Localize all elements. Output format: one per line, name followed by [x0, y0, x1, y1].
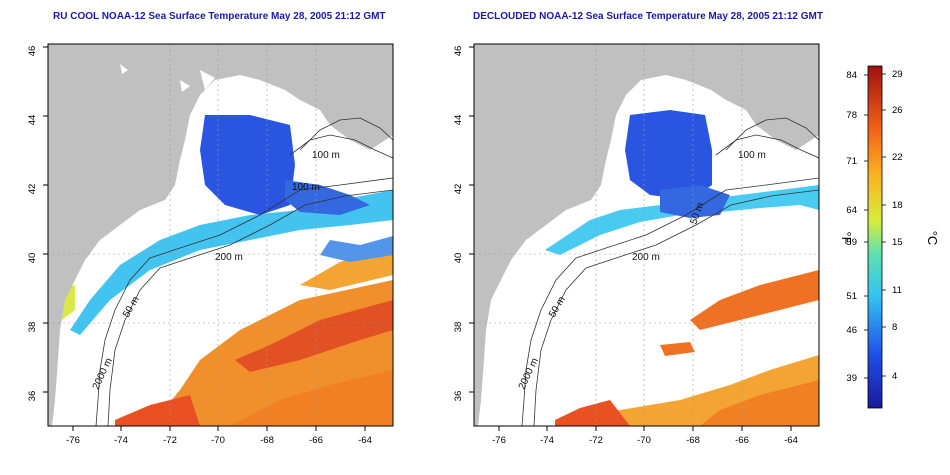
- f-tick-label: 59: [846, 237, 857, 248]
- f-tick-label: 84: [846, 70, 857, 81]
- temperature-colorbar: 84 78 71 64 59 51 46 39 29 26 22 18 15 1…: [839, 65, 940, 409]
- right-y-axis: 46 44 42 40 38 36: [453, 46, 474, 402]
- c-tick-label: 18: [892, 200, 903, 211]
- left-sst-field: [50, 110, 393, 426]
- c-tick-label: 26: [892, 105, 903, 116]
- left-label-100m: 100 m: [312, 150, 340, 161]
- colorbar-gradient: [867, 65, 883, 409]
- right-map-panel: 100 m 50 m 200 m 50 m 2000 m -76 -74 -72…: [453, 43, 820, 446]
- left-y-tick-label: 46: [27, 46, 38, 57]
- left-y-tick-label: 42: [27, 184, 38, 195]
- left-y-tick-label: 36: [27, 391, 38, 402]
- c-tick-label: 15: [892, 237, 903, 248]
- left-label-100m-2: 100 m: [292, 182, 320, 193]
- f-tick-label: 46: [846, 325, 857, 336]
- fahrenheit-tick-marks: [864, 73, 886, 379]
- right-x-tick-label: -64: [784, 435, 798, 446]
- right-y-tick-label: 36: [453, 391, 464, 402]
- left-y-tick-label: 44: [27, 115, 38, 126]
- left-x-tick-label: -76: [66, 435, 80, 446]
- left-y-tick-label: 38: [27, 322, 38, 333]
- left-grid: [48, 44, 393, 426]
- right-y-tick-label: 38: [453, 322, 464, 333]
- f-tick-label: 39: [846, 373, 857, 384]
- right-land: [474, 44, 819, 426]
- f-tick-label: 78: [846, 110, 857, 121]
- right-map-frame: [473, 43, 820, 427]
- left-x-tick-label: -64: [358, 435, 372, 446]
- fahrenheit-ticks: 84 78 71 64 59 51 46 39: [846, 70, 857, 384]
- right-x-tick-label: -72: [589, 435, 603, 446]
- left-map-panel: 100 m 100 m 200 m 50 m 2000 m -76 -74 -7…: [27, 43, 394, 446]
- right-y-tick-label: 40: [453, 253, 464, 264]
- left-label-200m: 200 m: [215, 252, 243, 263]
- c-tick-label: 11: [892, 285, 902, 296]
- c-tick-label: 29: [892, 69, 903, 80]
- left-y-axis: 46 44 42 40 38 36: [27, 46, 48, 402]
- left-x-axis: -76 -74 -72 -70 -68 -66 -64: [66, 426, 372, 446]
- c-tick-label: 22: [892, 152, 903, 163]
- left-x-tick-label: -74: [114, 435, 128, 446]
- right-y-tick-label: 44: [453, 115, 464, 126]
- right-label-200m: 200 m: [632, 252, 660, 263]
- f-tick-label: 71: [846, 156, 857, 167]
- left-contours: [95, 117, 393, 426]
- right-label-100m: 100 m: [738, 150, 766, 161]
- left-x-tick-label: -72: [163, 435, 177, 446]
- right-sst-field: [478, 110, 819, 426]
- right-x-tick-label: -68: [686, 435, 700, 446]
- fahrenheit-unit-label: °F: [839, 231, 854, 244]
- right-x-tick-label: -70: [637, 435, 651, 446]
- right-x-tick-label: -76: [492, 435, 506, 446]
- right-x-tick-label: -74: [540, 435, 554, 446]
- f-tick-label: 51: [846, 291, 857, 302]
- celsius-unit-label: °C: [925, 231, 940, 246]
- c-tick-label: 8: [892, 322, 897, 333]
- left-x-tick-label: -70: [211, 435, 225, 446]
- left-x-tick-label: -66: [309, 435, 323, 446]
- left-map-title: RU COOL NOAA-12 Sea Surface Temperature …: [53, 11, 386, 22]
- left-map-frame: [47, 43, 394, 427]
- f-tick-label: 64: [846, 205, 857, 216]
- left-x-tick-label: -68: [260, 435, 274, 446]
- right-x-axis: -76 -74 -72 -70 -68 -66 -64: [492, 426, 798, 446]
- left-land: [48, 44, 393, 426]
- right-y-tick-label: 42: [453, 184, 464, 195]
- right-x-tick-label: -66: [735, 435, 749, 446]
- right-grid: [474, 44, 819, 426]
- left-y-tick-label: 40: [27, 253, 38, 264]
- c-tick-label: 4: [892, 371, 897, 382]
- celsius-ticks: 29 26 22 18 15 11 8 4: [892, 69, 903, 382]
- right-contours: [521, 117, 819, 426]
- right-map-title: DECLOUDED NOAA-12 Sea Surface Temperatur…: [473, 11, 823, 22]
- right-y-tick-label: 46: [453, 46, 464, 57]
